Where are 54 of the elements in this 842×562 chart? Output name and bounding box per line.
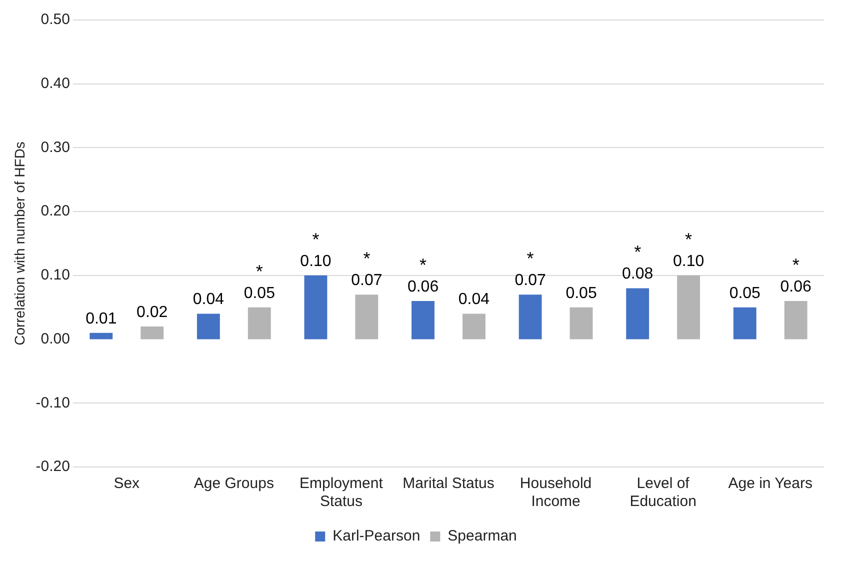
- data-label: 0.04: [192, 291, 224, 308]
- annotation: *: [685, 229, 692, 250]
- data-label: 0.07: [351, 272, 382, 289]
- x-tick-label: Household Income: [520, 475, 592, 510]
- bar: [626, 288, 650, 340]
- bar: [196, 314, 220, 340]
- y-axis-title: Correlation with number of HFDs: [11, 142, 28, 346]
- x-tick-label: Age in Years: [728, 475, 812, 492]
- y-tick-label: 0.10: [40, 266, 70, 284]
- annotation: *: [792, 254, 800, 275]
- annotation: *: [363, 248, 370, 269]
- annotation: *: [312, 229, 320, 250]
- data-label: 0.07: [514, 272, 546, 289]
- data-label: 0.10: [672, 252, 704, 270]
- data-label: 0.04: [458, 291, 490, 308]
- bar: [733, 307, 756, 340]
- annotation: *: [634, 242, 642, 262]
- y-tick-label: -0.20: [36, 458, 70, 476]
- bar: [248, 307, 271, 340]
- bar: [518, 294, 542, 340]
- data-label: 0.06: [780, 278, 812, 296]
- y-tick-label: 0.50: [40, 11, 70, 28]
- legend-label: Spearman: [448, 528, 517, 545]
- bar: [355, 294, 378, 340]
- annotation: *: [256, 261, 263, 282]
- x-tick-label: Level of Education: [630, 475, 696, 510]
- data-label: 0.05: [729, 284, 761, 302]
- data-label: 0.10: [300, 252, 332, 270]
- bar: [304, 275, 328, 340]
- bar: [90, 332, 113, 340]
- annotation: *: [420, 254, 427, 275]
- data-label: 0.02: [136, 304, 168, 321]
- annotation: *: [526, 248, 534, 269]
- x-tick-label: Age Groups: [194, 475, 274, 492]
- y-tick-label: 0.30: [40, 138, 70, 156]
- data-label: 0.08: [622, 266, 654, 283]
- data-label: 0.05: [244, 284, 276, 302]
- x-tick-label: Sex: [114, 475, 140, 492]
- bar: [784, 300, 808, 340]
- x-tick-label: Marital Status: [402, 475, 494, 492]
- bar: [677, 275, 700, 340]
- data-label: 0.05: [566, 284, 597, 302]
- y-tick-label: -0.10: [36, 394, 70, 412]
- x-tick-label: Employment Status: [300, 475, 384, 510]
- data-label: 0.06: [407, 278, 439, 296]
- data-label: 0.01: [86, 310, 117, 328]
- bar: [462, 314, 486, 340]
- bar: [140, 326, 164, 340]
- legend-label: Karl-Pearson: [332, 528, 420, 545]
- y-tick-label: 0.20: [40, 202, 70, 220]
- bar: [412, 300, 434, 340]
- y-tick-label: 0.40: [40, 75, 70, 92]
- bar: [570, 307, 593, 340]
- y-tick-label: 0.00: [40, 330, 70, 348]
